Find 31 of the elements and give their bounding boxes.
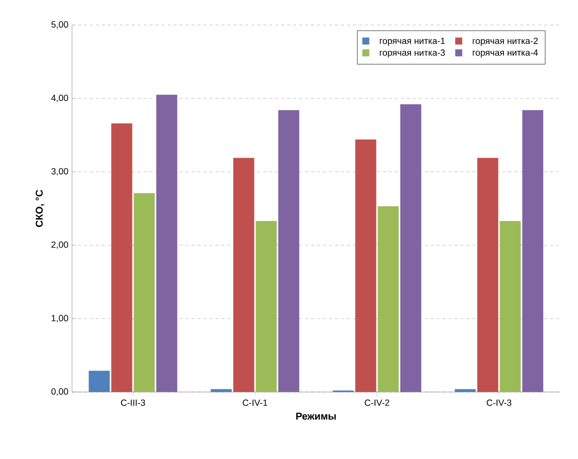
bar xyxy=(378,206,399,392)
bar xyxy=(233,158,254,392)
y-tick-label: 0,00 xyxy=(51,388,68,396)
legend-label: горячая нитка-4 xyxy=(472,49,538,58)
bar xyxy=(278,110,300,392)
bar xyxy=(500,220,521,392)
x-tick-label: С-III-3 xyxy=(121,400,146,406)
bar xyxy=(210,389,232,392)
bar xyxy=(256,220,277,392)
y-axis-title: СКО, °С xyxy=(36,190,44,227)
bar xyxy=(355,140,376,392)
bar xyxy=(134,193,155,392)
y-tick-label: 2,00 xyxy=(51,241,68,249)
x-tick-label: С-IV-2 xyxy=(364,400,390,406)
y-tick-label: 5,00 xyxy=(51,21,68,29)
bar xyxy=(111,123,132,392)
legend-label: горячая нитка-2 xyxy=(472,38,538,46)
y-tick-label: 1,00 xyxy=(52,314,68,322)
x-tick-label: С-IV-1 xyxy=(242,400,268,406)
y-tick-label: 3,00 xyxy=(51,168,68,176)
bar xyxy=(477,158,498,392)
x-axis-title: Режимы xyxy=(296,412,336,420)
bar xyxy=(522,110,544,392)
y-tick-label: 4,00 xyxy=(51,94,68,102)
bar xyxy=(88,370,110,392)
x-tick-label: С-IV-3 xyxy=(486,400,512,406)
bar xyxy=(400,104,422,392)
bar xyxy=(454,389,476,392)
bar xyxy=(156,94,178,392)
legend-label: горячая нитка-3 xyxy=(380,49,445,58)
legend-label: горячая нитка-1 xyxy=(380,38,445,46)
